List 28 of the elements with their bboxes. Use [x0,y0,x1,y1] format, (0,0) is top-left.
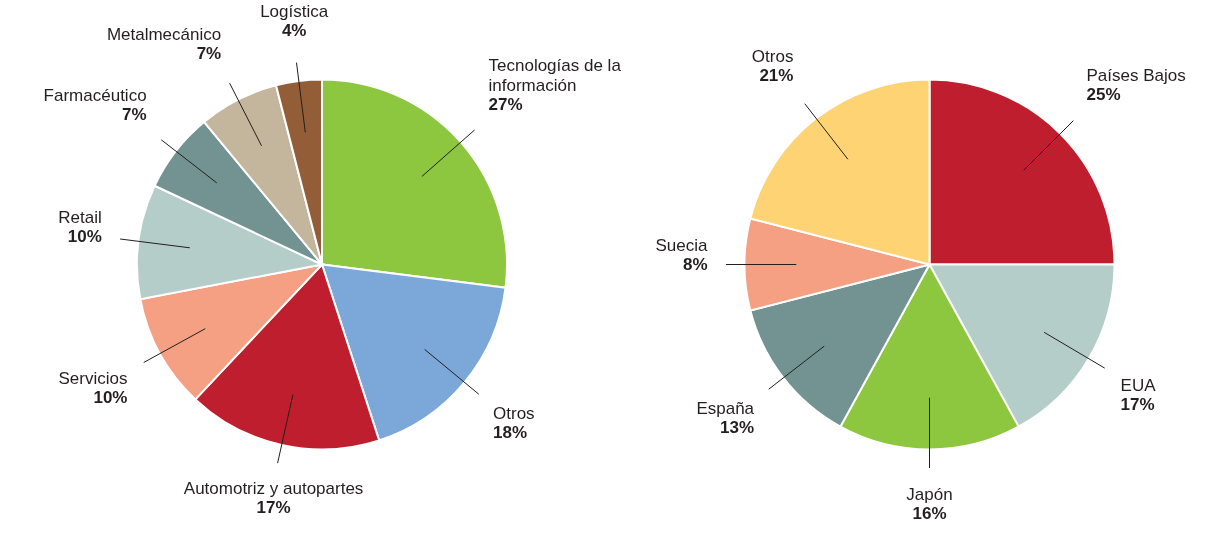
data-label: 10% [67,226,102,246]
data-label: 17% [256,498,291,518]
data-label: 25% [1086,84,1121,104]
data-label: 27% [488,94,523,114]
data-label: 7% [122,105,147,125]
slice-label: Países Bajos [1086,65,1186,85]
data-label: 4% [281,21,307,41]
slice-label: Servicios [58,369,128,389]
slice-label: Otros [493,404,535,424]
slice-label: Retail [58,207,102,227]
data-label: 17% [1120,394,1155,414]
slice-label: Logística [260,2,329,22]
slice-label: Farmacéutico [43,86,147,106]
slice-label: Automotriz y autopartes [183,479,364,499]
data-label: 7% [196,43,222,63]
slice-label: Metalmecánico [106,24,222,44]
data-label: 8% [682,254,708,274]
slice-label: Japón [906,484,953,504]
slice-label: Tecnologías de la información [488,55,622,95]
slice-label: Otros [751,47,794,67]
slice-label: EUA [1120,375,1157,395]
data-label: 21% [759,66,794,86]
slice-label: Suecia [655,235,709,255]
data-label: 18% [493,423,528,443]
data-label: 10% [93,388,128,408]
data-label: 16% [912,503,947,523]
data-label: 13% [720,417,755,437]
slice-label: España [696,398,755,418]
